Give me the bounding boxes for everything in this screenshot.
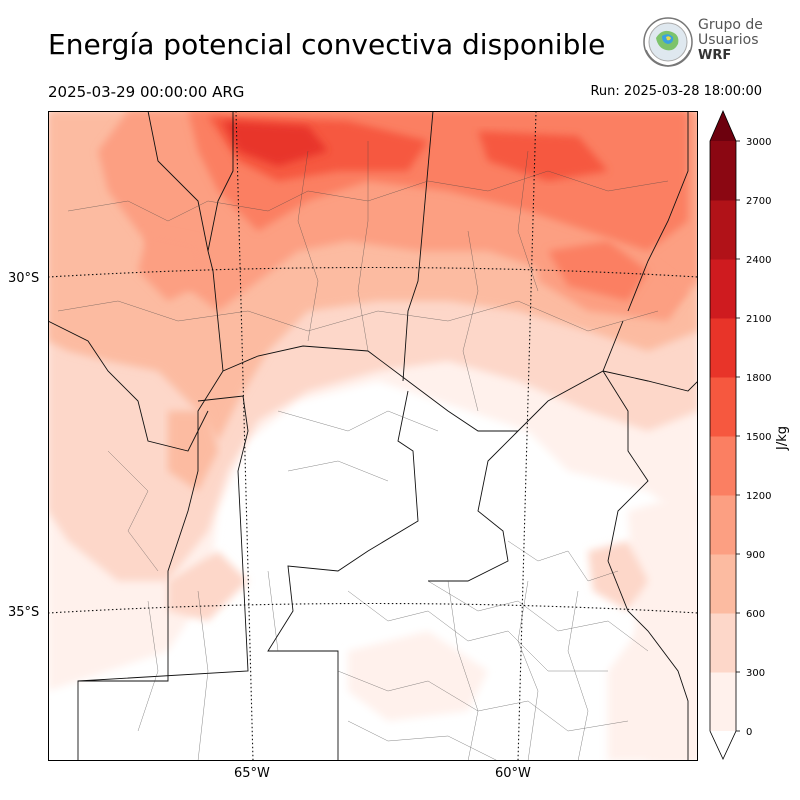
colorbar-extend-min	[710, 731, 736, 759]
graticule	[48, 111, 698, 761]
logo-text-line2: Usuarios	[698, 32, 759, 48]
colorbar-tick-label: 1200	[746, 491, 771, 502]
colorbar-ticks: 0 300 600 900 1200 1500 1800 2100 2400 2700 3000	[736, 137, 771, 738]
colorbar-tick-label: 900	[746, 550, 765, 561]
colorbar-tick-label: 2400	[746, 255, 771, 266]
lat-label-35s: 35°S	[8, 605, 40, 620]
colorbar-segment	[710, 613, 736, 673]
colorbar-segment	[710, 318, 736, 378]
colorbar-segment	[710, 200, 736, 260]
colorbar-tick-label: 1500	[746, 432, 771, 443]
colorbar-segment	[710, 259, 736, 319]
colorbar-tick-label: 3000	[746, 137, 771, 148]
logo-text-line3: WRF	[698, 48, 732, 63]
colorbar-segment	[710, 495, 736, 555]
colorbar-segment	[710, 377, 736, 437]
colorbar-extend-max	[710, 111, 736, 141]
lat-label-30s: 30°S	[8, 271, 40, 286]
map-frame	[48, 111, 698, 761]
logo-text-line1: Grupo de	[698, 17, 763, 33]
logo: Grupo de Usuarios WRF	[640, 16, 770, 70]
colorbar-segments	[709, 109, 737, 760]
cape-fill	[48, 111, 698, 761]
lon-label-60w: 60°W	[495, 766, 531, 781]
cape-map	[48, 111, 698, 761]
globe-logo-icon	[643, 17, 693, 67]
chart-title: Energía potencial convectiva disponible	[48, 28, 606, 61]
valid-time: 2025-03-29 00:00:00 ARG	[48, 83, 245, 101]
colorbar-segment	[710, 672, 736, 732]
lon-label-65w: 65°W	[234, 766, 270, 781]
colorbar-tick-label: 300	[746, 668, 765, 679]
colorbar-segment	[710, 141, 736, 201]
colorbar-segment	[710, 436, 736, 496]
colorbar-segment	[710, 554, 736, 614]
department-boundaries	[57, 141, 669, 761]
colorbar-unit-label: J/kg	[775, 426, 790, 451]
colorbar: 0 300 600 900 1200 1500 1800 2100 2400 2700 3000 J…	[709, 109, 790, 760]
colorbar-tick-label: 1800	[746, 373, 771, 384]
colorbar-tick-label: 0	[746, 727, 752, 738]
run-time: Run: 2025-03-28 18:00:00	[590, 84, 762, 99]
colorbar-tick-label: 2700	[746, 196, 771, 207]
colorbar-tick-label: 2100	[746, 314, 771, 325]
colorbar-tick-label: 600	[746, 609, 765, 620]
